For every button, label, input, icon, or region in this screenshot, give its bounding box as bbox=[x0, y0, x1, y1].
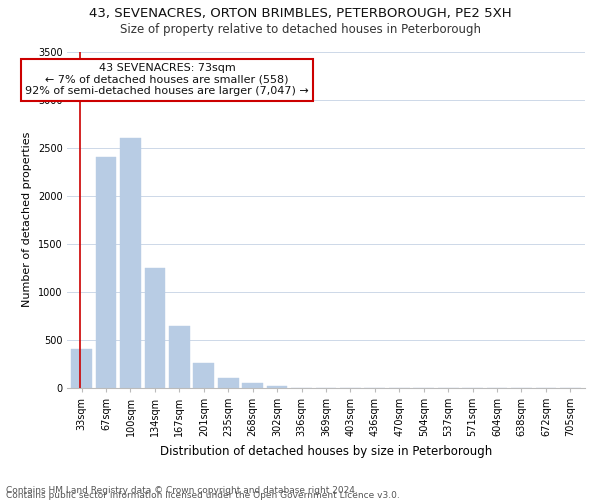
Text: Size of property relative to detached houses in Peterborough: Size of property relative to detached ho… bbox=[119, 22, 481, 36]
Bar bbox=[120, 138, 141, 388]
X-axis label: Distribution of detached houses by size in Peterborough: Distribution of detached houses by size … bbox=[160, 444, 492, 458]
Y-axis label: Number of detached properties: Number of detached properties bbox=[22, 132, 32, 308]
Bar bbox=[71, 350, 92, 388]
Bar bbox=[169, 326, 190, 388]
Bar bbox=[145, 268, 166, 388]
Text: 43 SEVENACRES: 73sqm
← 7% of detached houses are smaller (558)
92% of semi-detac: 43 SEVENACRES: 73sqm ← 7% of detached ho… bbox=[25, 63, 309, 96]
Bar bbox=[95, 157, 116, 388]
Text: 43, SEVENACRES, ORTON BRIMBLES, PETERBOROUGH, PE2 5XH: 43, SEVENACRES, ORTON BRIMBLES, PETERBOR… bbox=[89, 8, 511, 20]
Bar bbox=[267, 386, 287, 388]
Bar bbox=[218, 378, 239, 388]
Bar bbox=[242, 383, 263, 388]
Bar bbox=[193, 363, 214, 388]
Text: Contains HM Land Registry data © Crown copyright and database right 2024.: Contains HM Land Registry data © Crown c… bbox=[6, 486, 358, 495]
Text: Contains public sector information licensed under the Open Government Licence v3: Contains public sector information licen… bbox=[6, 490, 400, 500]
